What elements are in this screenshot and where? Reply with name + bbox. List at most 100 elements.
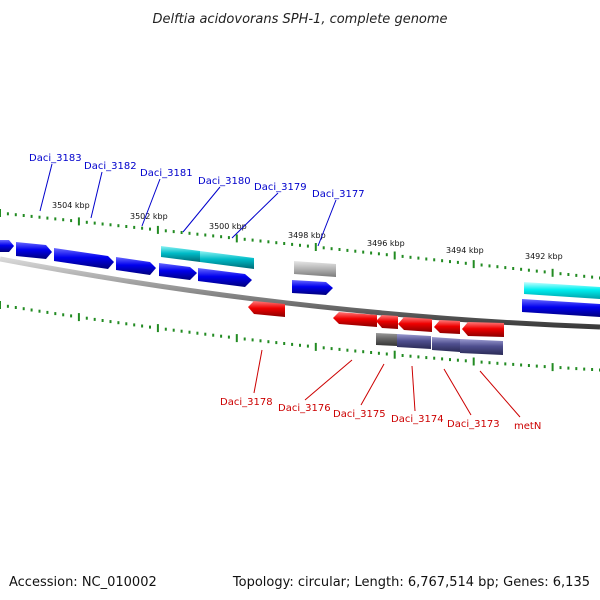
tick-label-3500: 3500 kbp	[209, 222, 247, 231]
forward-tick-track	[0, 209, 600, 280]
major-tick	[551, 268, 554, 277]
minor-tick	[14, 213, 17, 217]
minor-tick	[591, 368, 594, 371]
minor-tick	[204, 233, 207, 237]
major-tick	[156, 324, 159, 333]
major-tick	[472, 260, 475, 269]
minor-tick	[267, 340, 270, 344]
minor-tick	[30, 214, 33, 218]
gene-label-daci-3177[interactable]: Daci_3177	[312, 189, 365, 200]
minor-tick	[409, 354, 412, 358]
minor-tick	[54, 312, 57, 316]
gene-forward[interactable]	[0, 240, 14, 252]
minor-tick	[117, 321, 120, 325]
gene-forward[interactable]	[522, 299, 600, 317]
minor-tick	[362, 350, 365, 354]
gene-label-daci-3173[interactable]: Daci_3173	[447, 419, 500, 430]
minor-tick	[133, 225, 136, 229]
minor-tick	[385, 253, 388, 257]
minor-tick	[283, 242, 286, 245]
gene-reverse[interactable]	[333, 312, 377, 327]
minor-tick	[62, 218, 65, 222]
minor-tick	[527, 364, 530, 367]
minor-tick	[330, 247, 333, 251]
minor-tick	[583, 367, 586, 371]
major-tick	[77, 313, 80, 322]
gene-label-daci-3183[interactable]: Daci_3183	[29, 153, 82, 164]
leader-line	[182, 186, 221, 233]
gene-forward[interactable]	[524, 282, 600, 299]
major-tick	[235, 334, 238, 343]
tick-label-3494: 3494 kbp	[446, 246, 484, 255]
gene-reverse[interactable]	[434, 320, 460, 334]
minor-tick	[133, 323, 136, 327]
minor-tick	[480, 360, 483, 364]
leader-line	[39, 163, 53, 212]
minor-tick	[512, 267, 515, 270]
gene-forward[interactable]	[161, 246, 200, 262]
gene-label-metn[interactable]: metN	[514, 421, 541, 432]
gene-label-daci-3178[interactable]: Daci_3178	[220, 397, 273, 408]
gene-label-daci-3181[interactable]: Daci_3181	[140, 168, 193, 179]
minor-tick	[370, 251, 373, 255]
gene-reverse[interactable]	[248, 301, 285, 317]
minor-tick	[101, 222, 104, 226]
minor-tick	[85, 220, 88, 224]
tick-label-3496: 3496 kbp	[367, 239, 405, 248]
gene-label-daci-3179[interactable]: Daci_3179	[254, 182, 307, 193]
minor-tick	[377, 252, 380, 256]
gene-reverse[interactable]	[460, 339, 503, 355]
gene-reverse[interactable]	[432, 337, 460, 352]
forward-gene-labels	[39, 163, 337, 247]
gene-forward[interactable]	[16, 242, 52, 259]
minor-tick	[220, 334, 223, 338]
gene-forward[interactable]	[200, 251, 254, 269]
minor-tick	[125, 322, 128, 326]
gene-label-daci-3175[interactable]: Daci_3175	[333, 409, 386, 420]
minor-tick	[243, 337, 246, 341]
gene-reverse[interactable]	[398, 317, 432, 332]
gene-forward[interactable]	[116, 257, 156, 275]
gene-reverse[interactable]	[462, 322, 504, 337]
minor-tick	[535, 269, 538, 273]
minor-tick	[299, 243, 301, 247]
minor-tick	[14, 306, 17, 309]
leader-line	[443, 368, 472, 416]
minor-tick	[196, 331, 199, 335]
gene-forward[interactable]	[198, 268, 252, 287]
minor-tick	[449, 260, 451, 264]
minor-tick	[212, 234, 215, 238]
minor-tick	[6, 212, 9, 216]
minor-tick	[196, 232, 199, 236]
minor-tick	[62, 313, 65, 317]
minor-tick	[109, 223, 112, 227]
major-tick	[235, 234, 238, 243]
gene-pseudo[interactable]	[294, 261, 336, 277]
gene-forward[interactable]	[292, 280, 333, 295]
gene-label-daci-3182[interactable]: Daci_3182	[84, 161, 137, 172]
gene-label-daci-3174[interactable]: Daci_3174	[391, 414, 444, 425]
minor-tick	[212, 333, 215, 337]
reverse-gene-labels	[253, 349, 521, 418]
gene-label-daci-3180[interactable]: Daci_3180	[198, 176, 251, 187]
gene-label-daci-3176[interactable]: Daci_3176	[278, 403, 331, 414]
minor-tick	[567, 366, 570, 370]
major-tick	[472, 357, 475, 366]
minor-tick	[22, 214, 25, 217]
gene-reverse[interactable]	[397, 334, 431, 349]
minor-tick	[149, 227, 151, 231]
gene-reverse[interactable]	[376, 315, 398, 329]
genome-backbone	[0, 256, 600, 330]
minor-tick	[488, 361, 491, 365]
gene-reverse[interactable]	[376, 333, 397, 346]
leader-line	[253, 349, 263, 394]
minor-tick	[488, 264, 491, 268]
leader-line	[479, 370, 521, 418]
minor-tick	[70, 314, 73, 318]
gene-forward[interactable]	[159, 263, 197, 280]
minor-tick	[180, 329, 183, 333]
gene-forward[interactable]	[54, 248, 114, 269]
tick-labels: 3504 kbp 3502 kbp 3500 kbp 3498 kbp 3496…	[52, 201, 563, 261]
minor-tick	[141, 324, 144, 328]
